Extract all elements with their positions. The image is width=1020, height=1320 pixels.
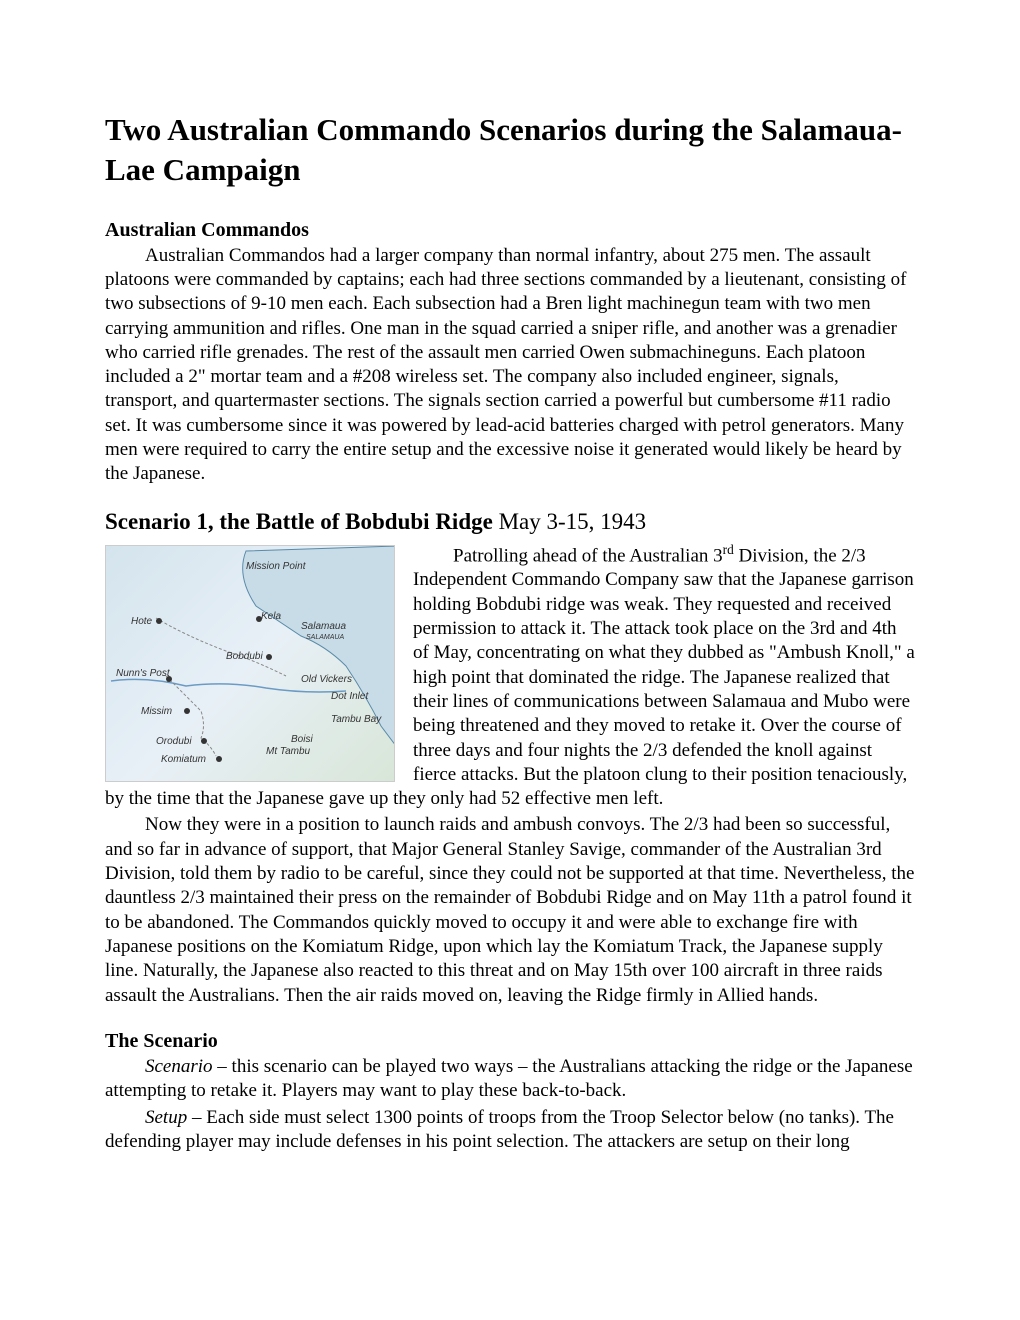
- map-label: Salamaua: [301, 621, 346, 632]
- scenario1-p2: Now they were in a position to launch ra…: [105, 813, 915, 1008]
- setup-label: Setup: [145, 1107, 187, 1128]
- map-dot: [256, 616, 262, 622]
- the-scenario-heading: The Scenario: [105, 1030, 915, 1053]
- scenario-label: Scenario: [145, 1056, 213, 1077]
- scenario-line1: Scenario – this scenario can be played t…: [105, 1055, 915, 1104]
- scenario1-heading: Scenario 1, the Battle of Bobdubi Ridge …: [105, 509, 915, 535]
- map-label: Orodubi: [156, 736, 192, 747]
- map-label: SALAMAUA: [306, 634, 344, 641]
- map-label: Boisi: [291, 734, 313, 745]
- commandos-text: Australian Commandos had a larger compan…: [105, 245, 906, 485]
- map-dot: [216, 756, 222, 762]
- scenario-line2-text: – Each side must select 1300 points of t…: [105, 1107, 894, 1152]
- map-dot: [184, 708, 190, 714]
- scenario1-title-bold: Scenario 1, the Battle of Bobdubi Ridge: [105, 509, 493, 534]
- section-heading-commandos: Australian Commandos: [105, 219, 915, 242]
- s1-p1-sup: rd: [723, 542, 734, 557]
- map-label: Nunn's Post: [116, 668, 170, 679]
- map-dot: [201, 738, 207, 744]
- map-label: Tambu Bay: [331, 714, 381, 725]
- scenario1-title-date: May 3-15, 1943: [493, 509, 646, 534]
- map-image-placeholder: Mission Point Kela Hote Salamaua SALAMAUA Bob…: [106, 546, 394, 781]
- map-dot: [156, 618, 162, 624]
- map-label: Mission Point: [246, 561, 305, 572]
- map-dot: [166, 676, 172, 682]
- map-label: Dot Inlet: [331, 691, 368, 702]
- page-title: Two Australian Commando Scenarios during…: [105, 110, 915, 191]
- scenario-map: Mission Point Kela Hote Salamaua SALAMAUA Bob…: [105, 545, 395, 782]
- map-label: Hote: [131, 616, 152, 627]
- map-label: Komiatum: [161, 754, 206, 765]
- map-label: Mt Tambu: [266, 746, 310, 757]
- map-label: Kela: [261, 611, 281, 622]
- scenario-line2: Setup – Each side must select 1300 point…: [105, 1106, 915, 1155]
- scenario-line1-text: – this scenario can be played two ways –…: [105, 1056, 913, 1101]
- s1-p1-part1: Patrolling ahead of the Australian 3: [453, 545, 723, 566]
- map-label: Missim: [141, 706, 172, 717]
- s1-p2-text: Now they were in a position to launch ra…: [105, 814, 914, 1005]
- commandos-paragraph: Australian Commandos had a larger compan…: [105, 244, 915, 487]
- map-label: Old Vickers: [301, 674, 352, 685]
- map-label: Bobdubi: [226, 651, 263, 662]
- map-dot: [266, 654, 272, 660]
